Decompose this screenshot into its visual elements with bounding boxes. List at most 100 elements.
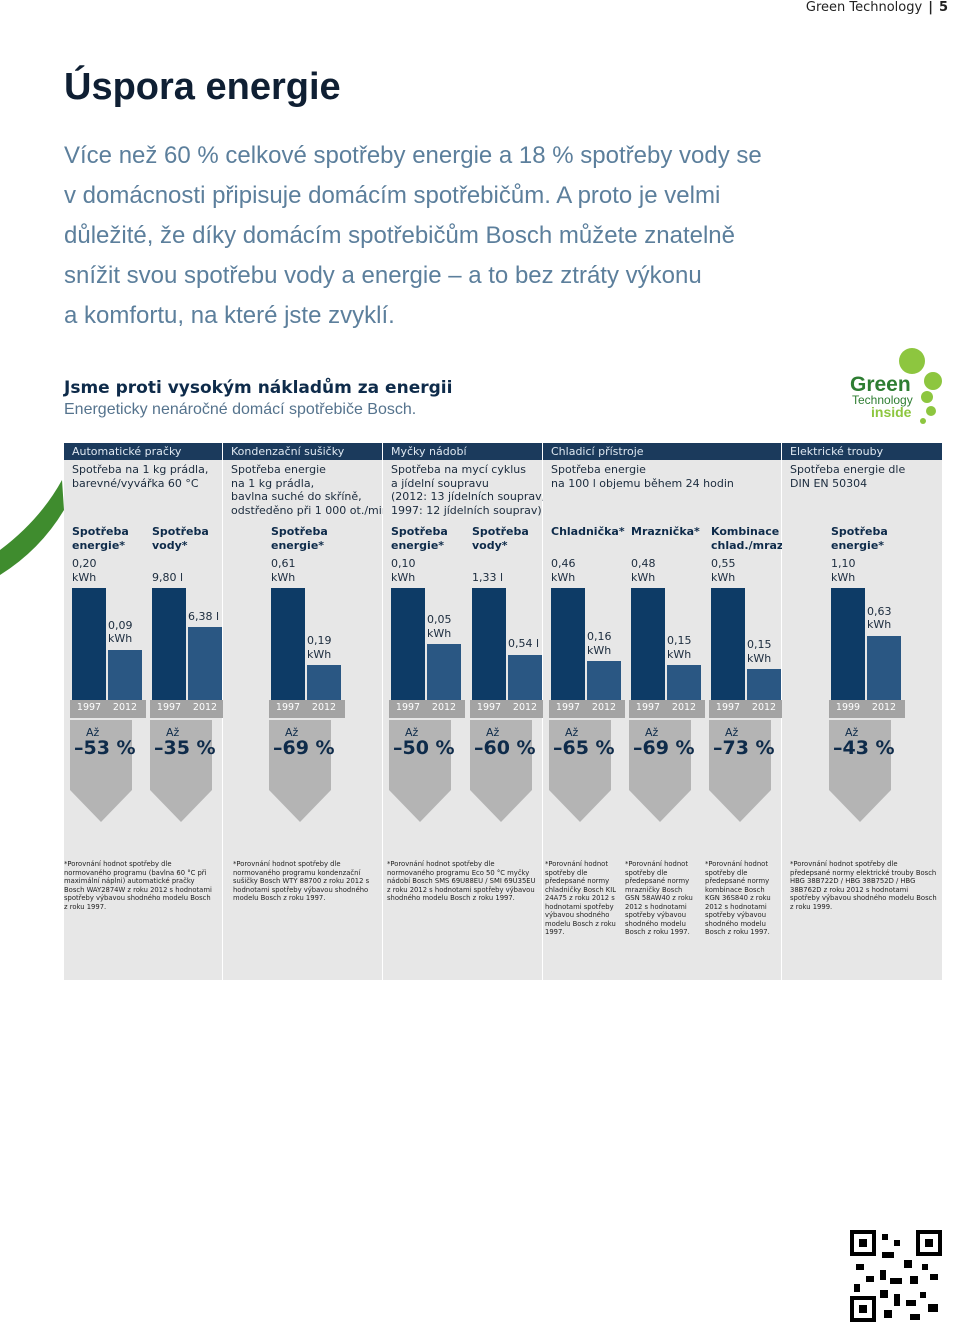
bar-label: 6,38 l xyxy=(188,609,220,623)
saving: –50 % xyxy=(393,737,455,759)
saving-prefix: Až xyxy=(486,726,500,739)
bar xyxy=(108,649,142,700)
group-label: Spotřeba vody* xyxy=(152,525,209,552)
footnote: *Porovnání hodnot spotřeby dle předepsan… xyxy=(545,860,617,936)
saving: –53 % xyxy=(74,737,136,759)
bar xyxy=(831,588,865,700)
logo: Green Technology inside xyxy=(850,348,942,424)
year-label: 2012 xyxy=(112,702,138,713)
saving: –43 % xyxy=(833,737,895,759)
subheading-subtitle: Energeticky nenáročné domácí spotřebiče … xyxy=(64,401,417,418)
year-strip xyxy=(629,700,705,718)
intro-line: snížit svou spotřebu vody a energie – a … xyxy=(64,262,702,289)
year-strip xyxy=(549,700,625,718)
separator: | xyxy=(928,0,933,15)
saving-prefix: Až xyxy=(86,726,100,739)
arrow xyxy=(549,720,611,822)
year-label: 1997 xyxy=(715,702,741,713)
footnote: *Porovnání hodnot spotřeby dle normované… xyxy=(233,860,370,902)
year-strip xyxy=(269,700,345,718)
year-label: 1997 xyxy=(76,702,102,713)
bar xyxy=(427,644,461,700)
section-description: Spotřeba energie na 100 l objemu během 2… xyxy=(551,463,734,490)
year-strip xyxy=(150,700,226,718)
section-description: Spotřeba energie dle DIN EN 50304 xyxy=(790,463,906,490)
year-label: 2012 xyxy=(671,702,697,713)
saving-prefix: Až xyxy=(565,726,579,739)
footnote: *Porovnání hodnot spotřeby dle normované… xyxy=(387,860,536,902)
saving: –60 % xyxy=(474,737,536,759)
arrow xyxy=(389,720,451,822)
logo-text: Green xyxy=(850,373,911,396)
saving-prefix: Až xyxy=(166,726,180,739)
bar-label: 0,16 kWh xyxy=(587,630,612,657)
saving: –69 % xyxy=(273,737,335,759)
bar xyxy=(152,588,186,700)
bar xyxy=(188,627,222,700)
bar xyxy=(271,588,305,700)
bar-label: 0,10 kWh xyxy=(391,557,416,584)
bar-label: 0,15 kWh xyxy=(667,634,692,661)
year-strip xyxy=(829,700,905,718)
bar xyxy=(72,588,106,700)
bar-label: 0,19 kWh xyxy=(307,634,332,661)
group-label: Kombinace chlad./mraz.* xyxy=(711,525,794,552)
group-label: Chladnička* xyxy=(551,525,625,538)
intro-line: a komfortu, na které jste zvyklí. xyxy=(64,302,395,329)
year-label: 1997 xyxy=(275,702,301,713)
arrow xyxy=(70,720,132,822)
bar xyxy=(711,588,745,700)
intro-line: Více než 60 % celkové spotřeby energie a… xyxy=(64,142,762,169)
subheading: Jsme proti vysokým nákladům za energii xyxy=(64,378,453,398)
year-label: 1997 xyxy=(156,702,182,713)
saving-prefix: Až xyxy=(645,726,659,739)
section-header: Automatické pračky xyxy=(64,443,222,460)
arrow xyxy=(150,720,212,822)
bar-label: 0,63 kWh xyxy=(867,604,892,632)
section-description: Spotřeba na 1 kg prádla, barevné/vyvářka… xyxy=(72,463,209,490)
arrow xyxy=(629,720,691,822)
year-label: 1999 xyxy=(835,702,861,713)
title: Úspora energie xyxy=(64,66,341,108)
saving-prefix: Až xyxy=(405,726,419,739)
year-label: 2012 xyxy=(751,702,777,713)
section-header: Elektrické trouby xyxy=(782,443,942,460)
year-label: 1997 xyxy=(476,702,502,713)
bar-label: 0,46 kWh xyxy=(551,557,576,584)
intro-line: v domácnosti připisuje domácím spotřebič… xyxy=(64,182,721,209)
saving: –73 % xyxy=(713,737,775,759)
section-header: Kondenzační sušičky xyxy=(223,443,382,460)
bar-label: 0,55 kWh xyxy=(711,557,736,584)
bar-label: 0,20 kWh xyxy=(72,557,97,584)
saving: –65 % xyxy=(553,737,615,759)
bar xyxy=(391,588,425,700)
bar-label: 1,33 l xyxy=(472,570,504,584)
arrow xyxy=(269,720,331,822)
logo-text: inside xyxy=(871,404,912,420)
group-label: Spotřeba energie* xyxy=(72,525,129,552)
bar xyxy=(747,669,781,700)
bar xyxy=(587,661,621,700)
year-label: 1997 xyxy=(555,702,581,713)
arrow xyxy=(470,720,532,822)
arrow xyxy=(829,720,891,822)
section-header: Chladicí přístroje xyxy=(543,443,781,460)
section-description: Spotřeba na mycí cyklus a jídelní soupra… xyxy=(391,463,546,517)
page-header: Green Technology | 5 xyxy=(806,0,948,15)
year-strip xyxy=(709,700,785,718)
footnote: *Porovnání hodnot spotřeby dle předepsan… xyxy=(790,860,937,911)
saving-prefix: Až xyxy=(285,726,299,739)
year-label: 2012 xyxy=(591,702,617,713)
saving-prefix: Až xyxy=(725,726,739,739)
year-strip xyxy=(70,700,146,718)
year-label: 2012 xyxy=(512,702,538,713)
year-strip xyxy=(470,700,546,718)
section-description: Spotřeba energie na 1 kg prádla, bavlna … xyxy=(231,463,393,517)
year-label: 1997 xyxy=(635,702,661,713)
bar-label: 0,15 kWh xyxy=(747,638,772,665)
saving: –35 % xyxy=(154,737,216,759)
group-label: Spotřeba vody* xyxy=(472,525,529,552)
bar-label: 0,54 l xyxy=(508,637,540,651)
intro-line: důležité, že díky domácím spotřebičům Bo… xyxy=(64,222,735,249)
saving: –69 % xyxy=(633,737,695,759)
